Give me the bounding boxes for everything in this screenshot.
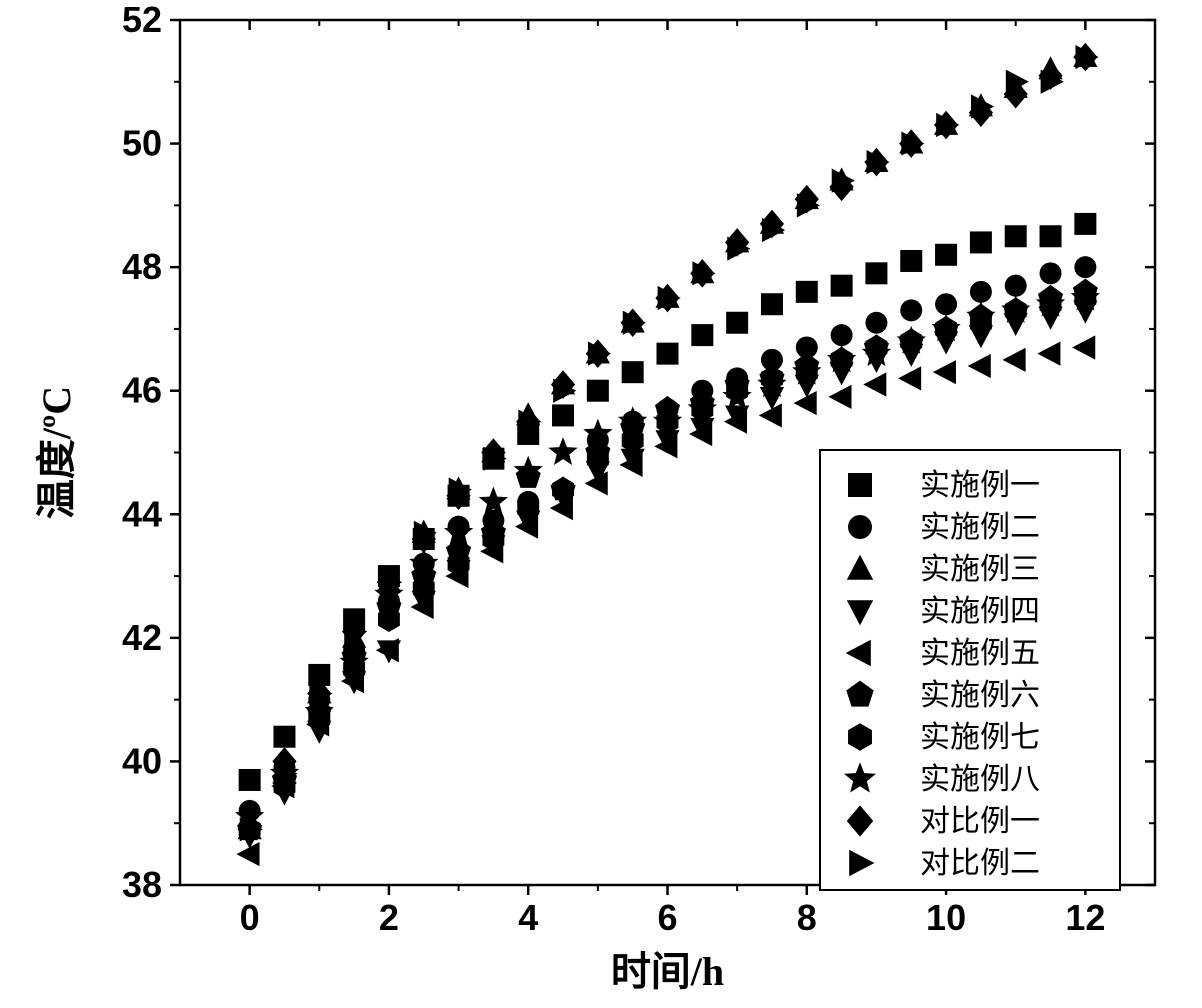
x-tick-label: 2	[379, 897, 399, 938]
x-tick-label: 6	[657, 897, 677, 938]
legend-label: 对比例一	[920, 805, 1040, 838]
x-tick-label: 8	[797, 897, 817, 938]
legend-label: 实施例六	[920, 679, 1040, 712]
legend-label: 实施例七	[920, 721, 1040, 754]
y-tick-label: 50	[122, 123, 162, 164]
legend-label: 实施例八	[920, 763, 1040, 796]
y-tick-label: 46	[122, 370, 162, 411]
x-tick-label: 12	[1065, 897, 1105, 938]
y-tick-label: 38	[122, 864, 162, 905]
y-tick-label: 44	[122, 493, 162, 534]
chart-container: 0246810123840424446485052时间/h温度/ºC实施例一实施…	[0, 0, 1202, 1008]
x-axis-label: 时间/h	[611, 949, 724, 994]
y-tick-label: 52	[122, 0, 162, 40]
legend-label: 实施例三	[920, 553, 1040, 586]
scatter-chart: 0246810123840424446485052时间/h温度/ºC实施例一实施…	[0, 0, 1202, 1008]
y-tick-label: 40	[122, 740, 162, 781]
x-tick-label: 0	[240, 897, 260, 938]
legend-label: 实施例二	[920, 511, 1040, 544]
legend-label: 实施例一	[920, 469, 1040, 502]
y-tick-label: 42	[122, 617, 162, 658]
x-tick-label: 10	[926, 897, 966, 938]
legend-label: 对比例二	[920, 847, 1040, 880]
x-tick-label: 4	[518, 897, 538, 938]
legend-label: 实施例四	[920, 595, 1040, 628]
y-tick-label: 48	[122, 246, 162, 287]
y-axis-label: 温度/ºC	[34, 386, 79, 519]
legend-label: 实施例五	[920, 637, 1040, 670]
